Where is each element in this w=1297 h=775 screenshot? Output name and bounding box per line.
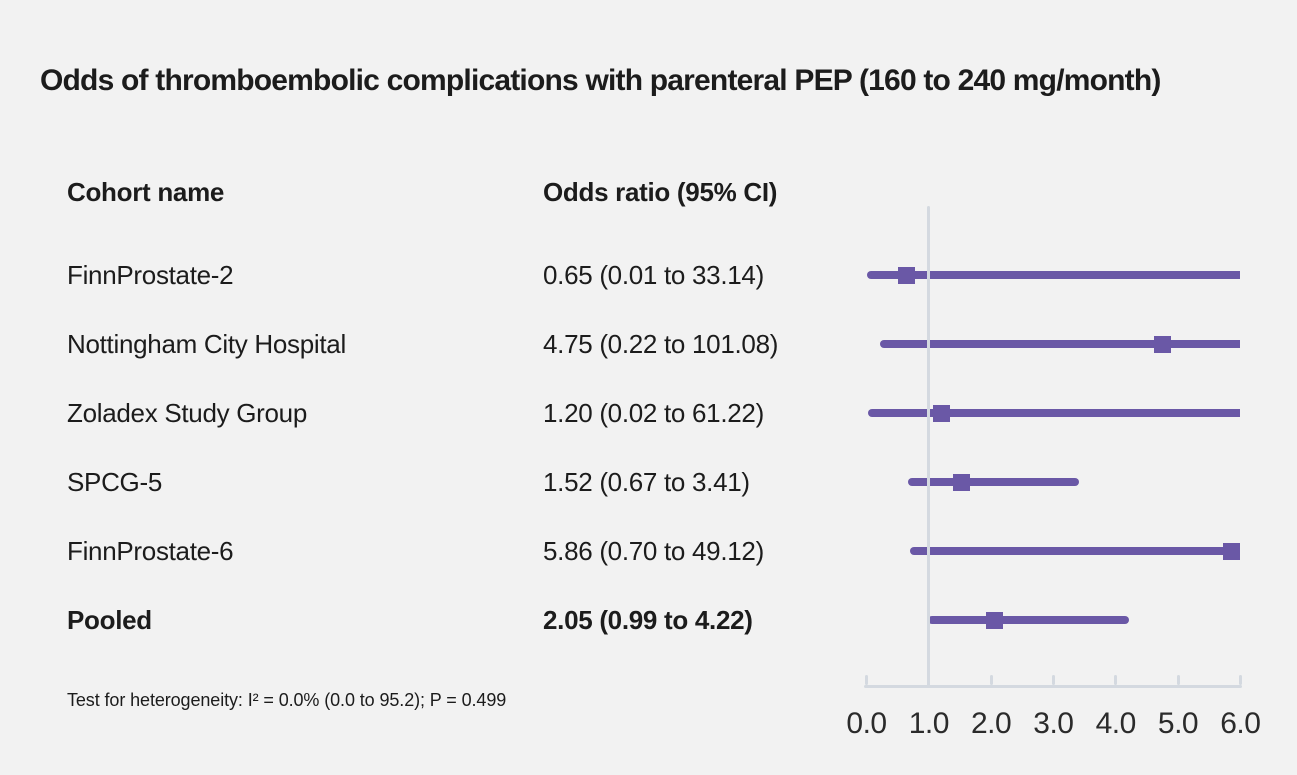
column-header-odds-ratio: Odds ratio (95% CI) bbox=[543, 177, 778, 207]
heterogeneity-footnote: Test for heterogeneity: I² = 0.0% (0.0 t… bbox=[67, 690, 507, 710]
row-odds-ratio-value: 5.86 (0.70 to 49.12) bbox=[543, 536, 764, 566]
odds-ratio-marker bbox=[932, 404, 950, 422]
row-cohort-label: FinnProstate-2 bbox=[67, 260, 234, 290]
confidence-interval-line bbox=[867, 409, 1241, 417]
confidence-interval-line bbox=[880, 340, 1241, 348]
row-odds-ratio-value: 1.20 (0.02 to 61.22) bbox=[543, 398, 764, 428]
x-axis-tick-label: 0.0 bbox=[846, 707, 887, 740]
x-axis-tick-label: 4.0 bbox=[1095, 707, 1137, 740]
x-axis-tick-label: 2.0 bbox=[970, 707, 1012, 740]
x-axis-tick bbox=[1238, 675, 1242, 685]
x-axis-tick bbox=[1114, 675, 1118, 685]
row-odds-ratio-value: 4.75 (0.22 to 101.08) bbox=[543, 329, 779, 359]
row-cohort-label: Nottingham City Hospital bbox=[67, 329, 346, 359]
odds-ratio-marker bbox=[952, 473, 970, 491]
x-axis-tick bbox=[1176, 675, 1180, 685]
row-odds-ratio-value: 0.65 (0.01 to 33.14) bbox=[543, 260, 764, 290]
x-axis-baseline bbox=[864, 685, 1242, 688]
row-cohort-label: FinnProstate-6 bbox=[67, 536, 234, 566]
x-axis-tick bbox=[1051, 675, 1055, 685]
x-axis-tick-label: 6.0 bbox=[1220, 707, 1261, 740]
odds-ratio-marker bbox=[985, 611, 1003, 629]
confidence-interval-line bbox=[928, 616, 1130, 624]
row-cohort-label: SPCG-5 bbox=[67, 467, 163, 497]
row-cohort-label: Pooled bbox=[67, 605, 152, 635]
x-axis-tick bbox=[865, 675, 868, 685]
confidence-interval-line bbox=[908, 478, 1079, 486]
odds-ratio-marker bbox=[1223, 542, 1241, 560]
column-header-cohort-name: Cohort name bbox=[67, 177, 225, 207]
odds-ratio-marker bbox=[898, 266, 916, 284]
chart-title: Odds of thromboembolic complications wit… bbox=[40, 64, 1161, 97]
x-axis-tick-label: 5.0 bbox=[1157, 707, 1199, 740]
x-axis-tick-label: 3.0 bbox=[1033, 707, 1074, 740]
row-cohort-label: Zoladex Study Group bbox=[67, 398, 307, 428]
row-odds-ratio-value: 1.52 (0.67 to 3.41) bbox=[543, 467, 750, 497]
x-axis-tick bbox=[989, 675, 993, 685]
confidence-interval-line bbox=[910, 547, 1241, 555]
reference-line bbox=[927, 206, 931, 688]
row-odds-ratio-value: 2.05 (0.99 to 4.22) bbox=[543, 605, 753, 635]
x-axis-tick-label: 1.0 bbox=[908, 707, 950, 740]
confidence-interval-line bbox=[867, 271, 1241, 279]
odds-ratio-marker bbox=[1153, 335, 1171, 353]
